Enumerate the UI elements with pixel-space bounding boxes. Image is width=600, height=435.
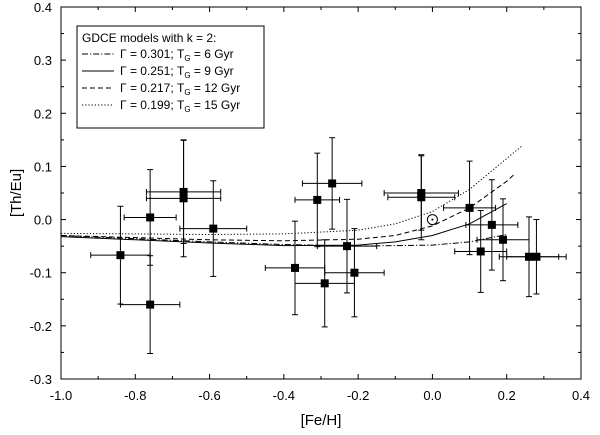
data-point (417, 193, 426, 202)
data-point (487, 220, 496, 229)
x-tick-label: -0.8 (124, 388, 146, 403)
legend-title: GDCE models with k = 2: (82, 31, 216, 45)
axis-ticks (60, 6, 582, 380)
data-point (465, 203, 474, 212)
x-tick-label: -0.6 (198, 388, 220, 403)
y-tick-label: -0.2 (30, 319, 52, 334)
legend-entry-label: Γ = 0.251; TG = 9 Gyr (120, 64, 234, 80)
y-tick-label: -0.3 (30, 372, 52, 387)
data-point (499, 235, 507, 244)
data-point (146, 213, 155, 222)
y-tick-label: 0.4 (34, 0, 52, 15)
sun-dot (431, 218, 434, 221)
y-tick-label: 0.2 (34, 106, 52, 121)
data-point (179, 187, 188, 196)
data-point (313, 195, 322, 204)
model-curve-solid (60, 203, 507, 247)
y-tick-label: 0.3 (34, 53, 52, 68)
legend-entry-label: Γ = 0.199; TG = 15 Gyr (120, 98, 240, 114)
x-tick-label: -0.4 (273, 388, 295, 403)
data-point (291, 263, 299, 272)
model-curve-dashdot (60, 234, 507, 247)
data-point (146, 300, 155, 309)
data-point (343, 242, 351, 251)
x-tick-label: -0.2 (347, 388, 369, 403)
y-tick-labels: -0.3 -0.2 -0.1 0.0 0.1 0.2 0.3 0.4 (30, 0, 52, 387)
x-tick-label: -1.0 (50, 388, 72, 403)
legend-entry-label: Γ = 0.301; TG = 6 Gyr (120, 47, 234, 63)
legend-box (76, 25, 265, 129)
data-point (350, 268, 359, 277)
model-curve-dotted (60, 145, 522, 236)
x-tick-label: 0.4 (572, 388, 590, 403)
x-tick-label: 0.2 (498, 388, 516, 403)
model-curve-dashed (60, 174, 515, 242)
y-tick-label: -0.1 (30, 266, 52, 281)
data-point (116, 251, 125, 260)
y-tick-label: 0.1 (34, 159, 52, 174)
legend: GDCE models with k = 2: Γ = 0.301; TG = … (76, 25, 265, 129)
y-axis-label: [Th/Eu] (8, 169, 25, 217)
data-point (525, 252, 533, 261)
data-point (532, 252, 541, 261)
y-tick-label: 0.0 (34, 213, 52, 228)
data-point (179, 194, 188, 203)
data-point (417, 189, 426, 197)
data-point (476, 247, 485, 256)
x-tick-label: 0.0 (423, 388, 441, 403)
x-tick-labels: -1.0 -0.8 -0.6 -0.4 -0.2 0.0 0.2 0.4 (50, 388, 590, 403)
data-point (209, 224, 218, 233)
legend-entry-label: Γ = 0.217; TG = 12 Gyr (120, 81, 240, 97)
data-points (116, 179, 541, 309)
data-point (320, 279, 329, 288)
model-curves (60, 145, 522, 247)
x-axis-label: [Fe/H] (301, 412, 342, 429)
sun-symbol (426, 214, 438, 226)
data-point (328, 179, 337, 188)
